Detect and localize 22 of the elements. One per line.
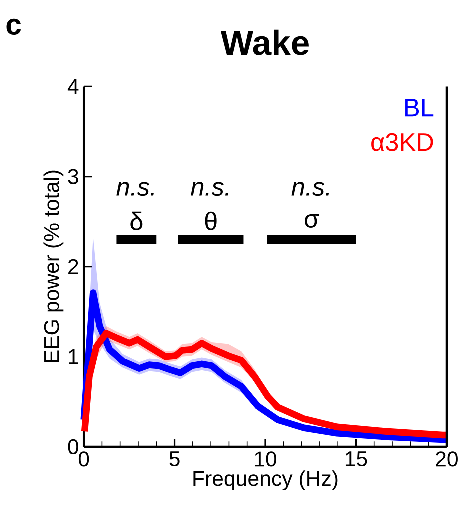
x-axis-title: Frequency (Hz) (194, 470, 338, 490)
x-tick-label: 5 (170, 452, 180, 467)
x-tick-label: 15 (346, 452, 368, 467)
y-axis-title: EEG power (% total) (44, 170, 64, 362)
chart-title: Wake (220, 30, 309, 56)
x-tick-label: 20 (436, 452, 458, 467)
annotation: n.s. (190, 182, 228, 196)
text: α3KD (371, 133, 434, 152)
annotation: δ (130, 212, 143, 230)
y-tick-label: 0 (68, 439, 78, 455)
annotation: n.s. (116, 182, 154, 196)
x-tick-label: 0 (78, 452, 90, 467)
text: c (6, 18, 21, 36)
annotation: n.s. (292, 182, 329, 196)
x-tick-label: 10 (255, 452, 276, 467)
annotation: σ (304, 214, 320, 228)
y-tick-label: 2 (68, 259, 78, 274)
y-tick-label: 3 (68, 169, 78, 184)
text: BL (405, 99, 434, 117)
annotation: θ (205, 212, 217, 230)
y-tick-label: 1 (68, 350, 78, 364)
y-tick-label: 4 (68, 79, 79, 94)
